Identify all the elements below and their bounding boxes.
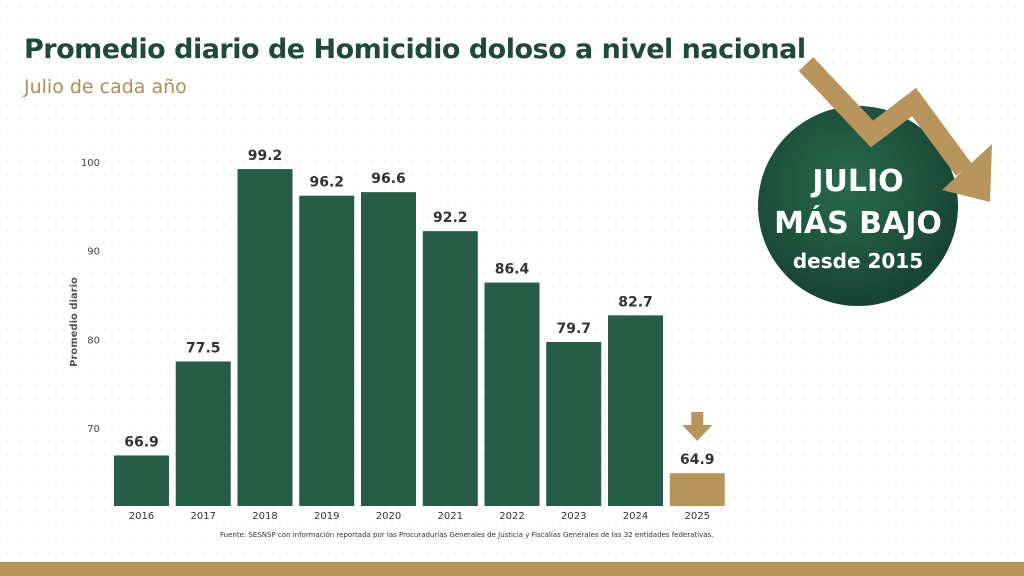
bars-group: [114, 169, 725, 507]
y-tick-label: 100: [81, 158, 100, 169]
bar: [175, 361, 231, 506]
y-tick-label: 70: [87, 424, 100, 435]
down-arrow-icon: [682, 412, 713, 441]
bar: [546, 341, 602, 506]
x-tick-label: 2017: [191, 511, 216, 522]
bar-highlight: [669, 473, 725, 506]
data-labels-group: 66.9 77.5 99.2 96.2 96.6 92.2 86.4 79.7 82.7 64.9: [124, 148, 714, 468]
bar-value-label: 96.6: [371, 171, 406, 187]
x-tick-label: 2020: [376, 511, 401, 522]
bar-value-label: 92.2: [433, 210, 468, 226]
bottom-bar: [0, 562, 1024, 576]
source-note: Fuente: SESNSP con información reportada…: [220, 531, 714, 539]
page-subtitle: Julio de cada año: [24, 76, 187, 98]
y-axis: 70 80 90 100: [81, 158, 100, 435]
y-axis-label: Promedio diario: [69, 277, 80, 367]
bar: [361, 192, 416, 506]
bar-value-label: 82.7: [618, 294, 653, 310]
x-tick-label: 2024: [623, 511, 648, 522]
x-tick-label: 2019: [314, 511, 339, 522]
bar: [114, 455, 169, 506]
bar: [608, 315, 663, 506]
x-tick-label: 2021: [438, 511, 463, 522]
bar-value-label: 99.2: [248, 148, 283, 164]
x-axis: 2016 2017 2018 2019 2020 2021 2022 2023 2024 2025: [129, 511, 710, 522]
x-tick-label: 2022: [499, 511, 524, 522]
x-tick-label: 2018: [252, 511, 277, 522]
bar-value-label: 86.4: [495, 262, 530, 278]
bar: [237, 169, 293, 507]
bar-value-label: 66.9: [124, 434, 159, 450]
page-title: Promedio diario de Homicidio doloso a ni…: [24, 34, 806, 65]
bar: [422, 231, 478, 506]
down-arrow-icon: [682, 412, 713, 441]
bar: [299, 195, 355, 506]
bar: [484, 282, 540, 506]
x-tick-label: 2025: [685, 511, 710, 522]
bar-value-label: 96.2: [309, 175, 344, 191]
bar-value-label: 77.5: [186, 340, 221, 356]
bar-value-label: 64.9: [680, 452, 715, 468]
y-tick-label: 80: [87, 335, 100, 346]
x-tick-label: 2016: [129, 511, 154, 522]
bar-value-label: 79.7: [556, 321, 591, 337]
x-tick-label: 2023: [561, 511, 586, 522]
y-tick-label: 90: [87, 247, 100, 258]
